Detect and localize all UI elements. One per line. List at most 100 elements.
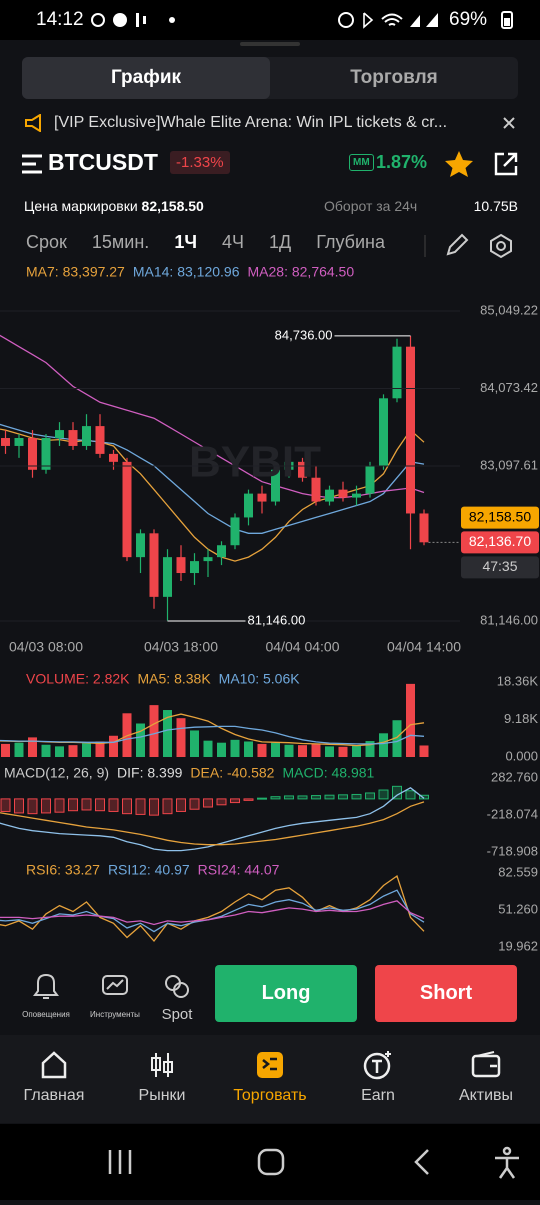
pencil-icon[interactable]: [446, 233, 469, 256]
watermark: BYBIT: [189, 438, 321, 487]
legend-entry: VOLUME: 2.82K: [26, 671, 130, 687]
nav-item[interactable]: Активы: [432, 1035, 540, 1123]
settings-icon[interactable]: [490, 233, 512, 259]
y-tick-label: 84,073.42: [480, 380, 538, 395]
rsi-line: [0, 874, 425, 943]
view-tab[interactable]: Торговля: [350, 67, 438, 88]
macd-bar: [324, 794, 335, 800]
volume-bar: [406, 683, 415, 757]
interval-tab[interactable]: 4Ч: [221, 232, 244, 252]
long-button[interactable]: Long: [215, 965, 357, 1022]
candle-body: [298, 461, 307, 478]
volume-bar: [28, 737, 37, 757]
candle-body: [176, 557, 186, 574]
tool-button[interactable]: Spot: [137, 971, 217, 1023]
y-tick-label: 82.559: [498, 864, 538, 879]
volume-bar: [325, 746, 334, 757]
macd-bar: [108, 798, 119, 812]
tool-button[interactable]: Оповещения: [6, 971, 86, 1019]
legend-entry: DIF: 8.399: [117, 765, 183, 781]
macd-bar: [338, 794, 348, 800]
back-button[interactable]: [414, 1149, 429, 1175]
view-tab[interactable]: График: [22, 57, 270, 99]
ticker-header: BTCUSDT -1.33% MM 1.87%: [22, 146, 522, 182]
macd-bar: [270, 796, 281, 800]
macd-bar: [189, 798, 200, 810]
y-tick-label: 0.000: [505, 748, 538, 763]
candle-body: [109, 453, 118, 462]
volume-bar: [244, 741, 253, 757]
nav-icon: [363, 1051, 391, 1080]
volume-bar: [217, 742, 226, 757]
candle-body: [68, 430, 78, 446]
volume-ma-line: [0, 725, 425, 745]
nav-item[interactable]: Рынки: [108, 1035, 216, 1123]
nav-item[interactable]: Главная: [0, 1035, 108, 1123]
interval-tab[interactable]: Глубина: [316, 232, 385, 252]
candle-body: [352, 493, 361, 498]
volume-bar: [284, 744, 294, 757]
tool-label: Spot: [161, 1006, 193, 1023]
candle-body: [28, 438, 37, 470]
volume-bar: [41, 744, 51, 757]
short-button[interactable]: Short: [375, 965, 517, 1022]
candle-body: [217, 545, 226, 558]
candle-body: [419, 513, 429, 543]
volume-bar: [1, 743, 10, 757]
macd-bar: [176, 798, 186, 812]
volume-bar: [190, 730, 199, 757]
price-change: -1.33%: [170, 151, 230, 174]
macd-bar: [68, 798, 78, 812]
status-icons: [91, 13, 175, 27]
macd-line: [0, 787, 425, 852]
macd-bar: [54, 798, 65, 813]
home-button[interactable]: [257, 1148, 285, 1176]
volume-bar: [271, 742, 280, 757]
interval-tab[interactable]: Срок: [26, 232, 67, 252]
nav-label: Рынки: [138, 1087, 186, 1104]
tool-icon: [33, 973, 59, 999]
favorite-star[interactable]: [444, 150, 474, 178]
tool-button[interactable]: Инструменты: [75, 971, 155, 1019]
nav-item[interactable]: Торговать: [216, 1035, 324, 1123]
nav-item[interactable]: Earn: [324, 1035, 432, 1123]
nav-icon: [471, 1051, 501, 1078]
battery-icon: [501, 11, 513, 29]
symbol[interactable]: BTCUSDT: [48, 149, 158, 175]
macd-bar: [81, 798, 92, 811]
status-bar: 14:12 69%: [0, 0, 540, 40]
macd-bar: [351, 793, 362, 800]
volume-bar: [109, 735, 118, 757]
bottom-nav: Главная Рынки Торговать Earn Активы: [0, 1035, 540, 1123]
macd-bar: [122, 798, 132, 815]
interval-tab[interactable]: 1Д: [269, 232, 292, 252]
extreme-label: 81,146.00: [248, 612, 306, 627]
recent-button[interactable]: [108, 1150, 132, 1174]
chart: BYBIT 85,049.22 84,073.42 83,097.61 81,146.0…: [0, 264, 539, 953]
candle-body: [203, 557, 213, 562]
macd-bar: [419, 794, 429, 800]
ma-line: [0, 428, 425, 562]
interval-tab[interactable]: 15мин.: [91, 232, 150, 252]
price-tag-label: 82,158.50: [469, 508, 531, 524]
candle-body: [338, 489, 348, 498]
candle-body: [163, 557, 172, 597]
macd-bar: [0, 798, 11, 812]
y-tick-label: 81,146.00: [480, 612, 538, 627]
macd-bar: [297, 795, 308, 800]
accessibility-button[interactable]: [495, 1146, 519, 1179]
ma-line: [0, 423, 425, 534]
turnover-label: Оборот за 24ч: [324, 198, 418, 214]
promo-banner[interactable]: [VIP Exclusive]Whale Elite Arena: Win IP…: [24, 110, 524, 136]
macd-bar: [95, 798, 105, 812]
share-icon[interactable]: [492, 150, 520, 178]
interval-tab[interactable]: 1Ч: [174, 232, 197, 252]
macd-bar: [162, 798, 173, 815]
banner-text: [VIP Exclusive]Whale Elite Arena: Win IP…: [54, 114, 448, 131]
menu-icon[interactable]: [22, 154, 44, 174]
price-tag-label: 82,136.70: [469, 533, 531, 549]
legend-entry: MA10: 5.06K: [219, 671, 301, 687]
interval-bar: Срок 15мин. 1Ч 4Ч 1Д Глубина: [26, 232, 385, 258]
volume-bar: [230, 739, 240, 757]
close-icon[interactable]: [502, 116, 516, 130]
